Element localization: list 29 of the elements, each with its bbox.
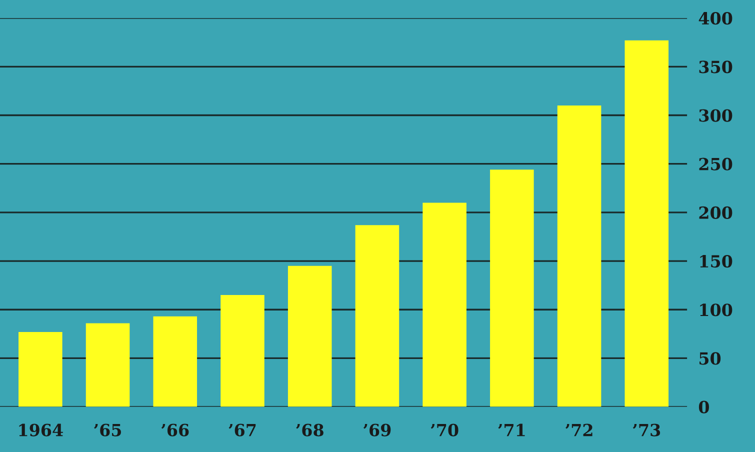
x-tick-label: ’69 — [364, 424, 391, 436]
y-tick-label: 150 — [700, 254, 732, 268]
bar — [153, 316, 198, 407]
bar — [18, 332, 62, 407]
y-tick-label: 250 — [699, 158, 732, 170]
y-tick-label: 400 — [698, 12, 732, 25]
x-tick-label: ’67 — [228, 424, 256, 436]
y-tick-label: 350 — [699, 60, 732, 74]
bar — [422, 202, 466, 407]
x-tick-label: ’68 — [296, 424, 324, 436]
x-tick-label: 1964 — [19, 424, 63, 436]
y-tick-label: 50 — [700, 352, 721, 365]
bar — [557, 106, 602, 407]
bar — [355, 225, 400, 407]
bar — [490, 170, 534, 407]
bar — [86, 323, 130, 407]
bar — [288, 266, 332, 407]
bar — [220, 295, 264, 407]
x-tick-label: ’73 — [632, 424, 660, 436]
x-tick-label: ’66 — [161, 424, 189, 436]
x-tick-label: ’70 — [430, 424, 458, 436]
y-tick-label: 100 — [700, 304, 732, 316]
y-tick-label: 0 — [698, 400, 709, 414]
x-tick-label: ’71 — [498, 424, 525, 436]
x-tick-label: ’72 — [566, 424, 592, 436]
bar — [624, 40, 669, 407]
y-tick-label: 300 — [699, 109, 732, 122]
y-tick-label: 200 — [699, 206, 732, 220]
x-tick-label: ’65 — [94, 424, 122, 436]
